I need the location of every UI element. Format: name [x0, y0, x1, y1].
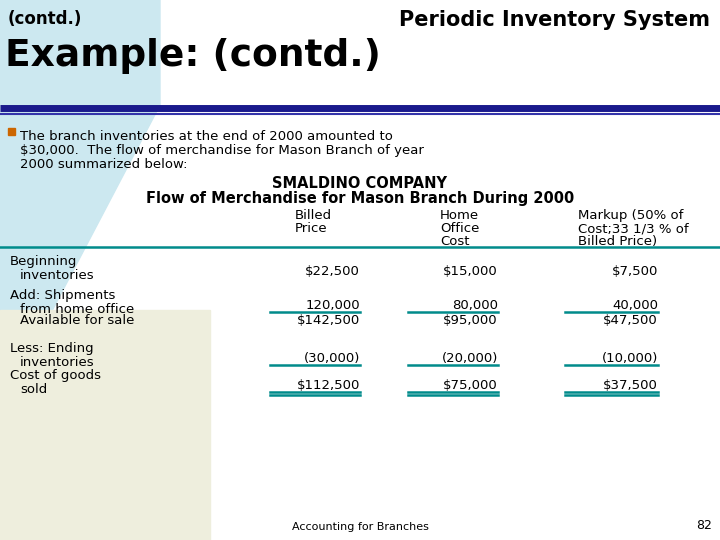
Text: Beginning: Beginning: [10, 255, 77, 268]
Text: $30,000.  The flow of merchandise for Mason Branch of year: $30,000. The flow of merchandise for Mas…: [20, 144, 424, 157]
Text: Home: Home: [440, 209, 479, 222]
Text: Cost;33 1/3 % of: Cost;33 1/3 % of: [578, 222, 688, 235]
Bar: [8, 128, 15, 135]
Text: Cost of goods: Cost of goods: [10, 369, 101, 382]
Text: Billed Price): Billed Price): [578, 235, 657, 248]
Text: Add: Shipments: Add: Shipments: [10, 289, 115, 302]
Text: 120,000: 120,000: [305, 299, 360, 312]
Text: $95,000: $95,000: [444, 314, 498, 327]
Text: Billed: Billed: [295, 209, 332, 222]
Text: (contd.): (contd.): [8, 10, 82, 28]
Text: Cost: Cost: [440, 235, 469, 248]
Text: (20,000): (20,000): [441, 352, 498, 365]
Text: $7,500: $7,500: [611, 265, 658, 278]
Text: Available for sale: Available for sale: [20, 314, 135, 327]
Text: Price: Price: [295, 222, 328, 235]
Text: $15,000: $15,000: [444, 265, 498, 278]
Polygon shape: [0, 0, 160, 410]
Text: $37,500: $37,500: [603, 379, 658, 392]
Text: inventories: inventories: [20, 356, 94, 369]
Text: 82: 82: [696, 519, 712, 532]
Text: $47,500: $47,500: [603, 314, 658, 327]
Text: inventories: inventories: [20, 269, 94, 282]
Text: (30,000): (30,000): [304, 352, 360, 365]
Text: $22,500: $22,500: [305, 265, 360, 278]
Text: (10,000): (10,000): [602, 352, 658, 365]
Text: $112,500: $112,500: [297, 379, 360, 392]
Text: 2000 summarized below:: 2000 summarized below:: [20, 158, 187, 171]
Text: Accounting for Branches: Accounting for Branches: [292, 522, 428, 532]
Text: $75,000: $75,000: [444, 379, 498, 392]
Text: Flow of Merchandise for Mason Branch During 2000: Flow of Merchandise for Mason Branch Dur…: [146, 191, 574, 206]
Text: The branch inventories at the end of 2000 amounted to: The branch inventories at the end of 200…: [20, 130, 393, 143]
Text: 40,000: 40,000: [612, 299, 658, 312]
Text: Example: (contd.): Example: (contd.): [5, 38, 381, 74]
Text: Markup (50% of: Markup (50% of: [578, 209, 683, 222]
Text: 80,000: 80,000: [452, 299, 498, 312]
Text: sold: sold: [20, 383, 48, 396]
Text: Office: Office: [440, 222, 480, 235]
Text: from home office: from home office: [20, 303, 134, 316]
Polygon shape: [0, 310, 210, 540]
Text: SMALDINO COMPANY: SMALDINO COMPANY: [272, 176, 448, 191]
Text: Less: Ending: Less: Ending: [10, 342, 94, 355]
Text: Periodic Inventory System: Periodic Inventory System: [399, 10, 710, 30]
Text: $142,500: $142,500: [297, 314, 360, 327]
